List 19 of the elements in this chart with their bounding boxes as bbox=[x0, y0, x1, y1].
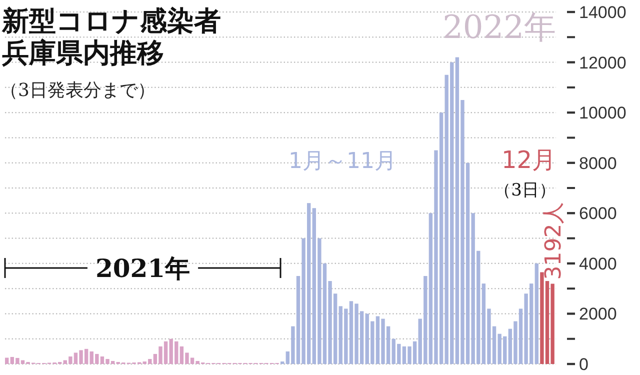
annotation: 2021年 bbox=[95, 254, 190, 283]
annotation: 1月～11月 bbox=[288, 149, 396, 174]
ytick: 4000 bbox=[579, 254, 617, 274]
title: 新型コロナ感染者兵庫県内推移 bbox=[2, 6, 221, 69]
annotation: 12月 bbox=[501, 146, 556, 174]
bar bbox=[534, 263, 539, 364]
ytick: 10000 bbox=[579, 104, 626, 123]
annotation: （3日） bbox=[494, 180, 556, 201]
ytick: 14000 bbox=[579, 3, 626, 22]
bar bbox=[5, 358, 9, 364]
value-label: 3192人 bbox=[542, 202, 567, 280]
ytick: 2000 bbox=[579, 304, 617, 324]
subtitle: （3日発表分まで） bbox=[0, 80, 156, 101]
ytick: 12000 bbox=[579, 53, 626, 72]
ytick: 0 bbox=[579, 355, 588, 374]
bar bbox=[280, 361, 284, 364]
ytick: 6000 bbox=[579, 204, 617, 224]
ytick: 8000 bbox=[579, 154, 617, 173]
annotation: 2022年 bbox=[442, 8, 556, 46]
